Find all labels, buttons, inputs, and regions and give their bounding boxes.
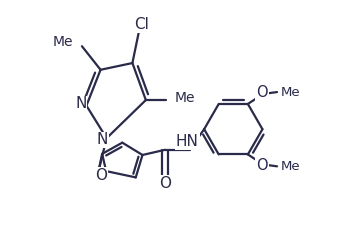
Text: Me: Me xyxy=(280,86,300,99)
Text: N: N xyxy=(75,96,86,111)
Text: Me: Me xyxy=(280,160,300,173)
Text: O: O xyxy=(159,176,171,191)
Text: Cl: Cl xyxy=(134,17,149,32)
Text: N: N xyxy=(97,133,108,148)
Text: HN: HN xyxy=(176,134,199,149)
Text: O: O xyxy=(256,85,268,100)
Text: O: O xyxy=(256,158,268,173)
Text: Me: Me xyxy=(53,35,74,49)
Text: Me: Me xyxy=(175,91,195,105)
Text: O: O xyxy=(95,168,107,183)
